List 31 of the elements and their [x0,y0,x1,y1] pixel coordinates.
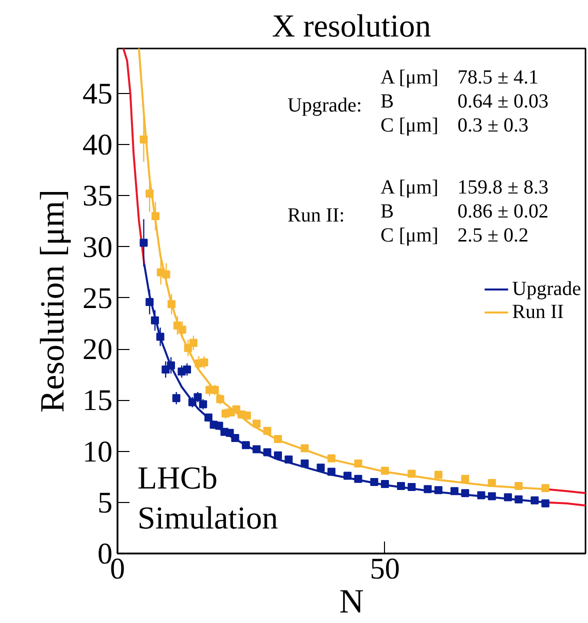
annotation: 0.86 ± 0.02 [458,200,548,222]
annotation: Upgrade: [288,94,362,116]
chart-title: X resolution [272,8,432,44]
y-tick-label: 15 [82,384,112,418]
y-axis-title: Resolution [μm] [34,189,72,413]
legend-label: Upgrade [512,278,581,300]
legend-label: Run II [512,300,564,324]
y-tick-label: 10 [82,435,112,468]
annotation: 78.5 ± 4.1 [458,66,538,88]
annotation: B [380,200,394,222]
annotation: LHCb [138,460,218,496]
annotation: A [μm] [380,66,438,88]
y-tick-label: 40 [82,128,112,162]
annotation: Simulation [138,500,278,536]
annotation: 0.64 ± 0.03 [458,90,548,112]
annotation: 159.8 ± 8.3 [458,176,548,198]
annotation: 0.3 ± 0.3 [458,114,528,136]
annotation: Run II: [288,204,345,226]
x-tick-label: 50 [370,552,400,586]
annotation: C [μm] [380,114,438,136]
y-tick-label: 5 [98,486,112,520]
annotation: 2.5 ± 0.2 [458,224,528,246]
annotation: C [μm] [380,224,438,246]
y-tick-label: 35 [82,180,112,213]
y-tick-label: 25 [82,282,112,315]
y-tick-label: 20 [82,333,112,366]
y-tick-label: 45 [82,77,112,110]
annotation: A [μm] [380,176,438,198]
annotation: B [380,90,394,112]
y-tick-label: 30 [82,230,112,264]
x-axis-title: N [339,584,364,620]
